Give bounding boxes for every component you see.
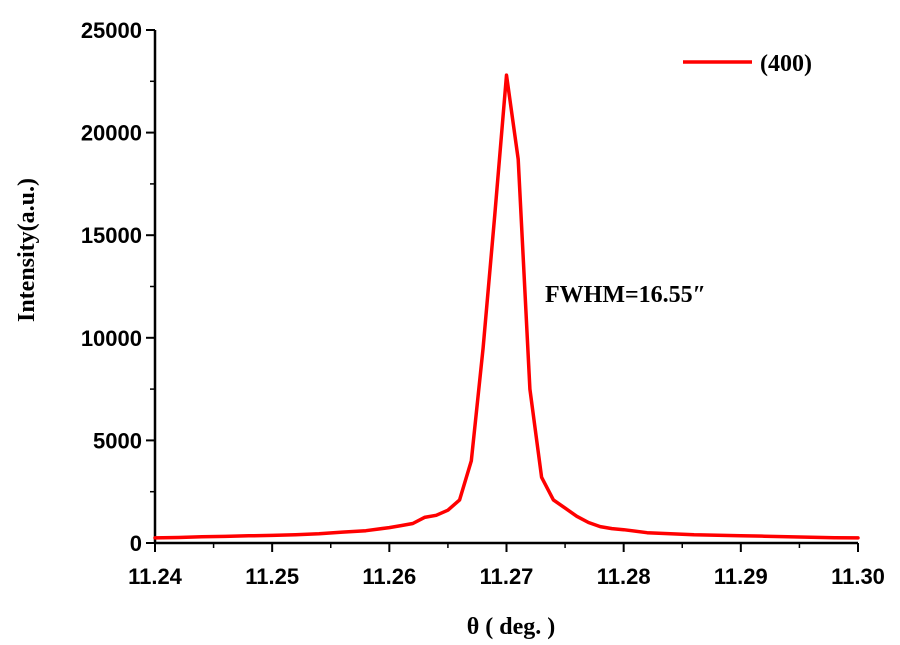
legend-label-400: (400): [760, 51, 812, 77]
x-tick-label: 11.28: [597, 564, 651, 589]
axis-ticks: 11.24 11.25 11.26 11.27 11.28 11.29 11.30 0 5000…: [81, 18, 885, 589]
x-tick-label: 11.27: [480, 564, 534, 589]
x-tick-label: 11.29: [714, 564, 768, 589]
y-tick-label: 20000: [81, 121, 142, 146]
series-line-400: [153, 73, 860, 540]
y-tick-label: 25000: [81, 18, 142, 43]
plot-axes: [153, 30, 858, 545]
y-tick-label: 0: [130, 531, 142, 556]
y-tick-label: 10000: [81, 326, 142, 351]
y-tick-label: 5000: [93, 428, 142, 453]
y-axis-title: Intensity(a.u.): [14, 178, 40, 322]
series-layer: [153, 73, 860, 540]
x-tick-label: 11.26: [362, 564, 416, 589]
legend: (400): [683, 51, 812, 77]
x-tick-label: 11.24: [128, 564, 183, 589]
x-axis-title: θ ( deg. ): [467, 614, 556, 640]
fwhm-annotation: FWHM=16.55″: [545, 282, 706, 308]
y-tick-label: 15000: [81, 223, 142, 248]
x-tick-label: 11.30: [831, 564, 885, 589]
x-tick-label: 11.25: [245, 564, 299, 589]
